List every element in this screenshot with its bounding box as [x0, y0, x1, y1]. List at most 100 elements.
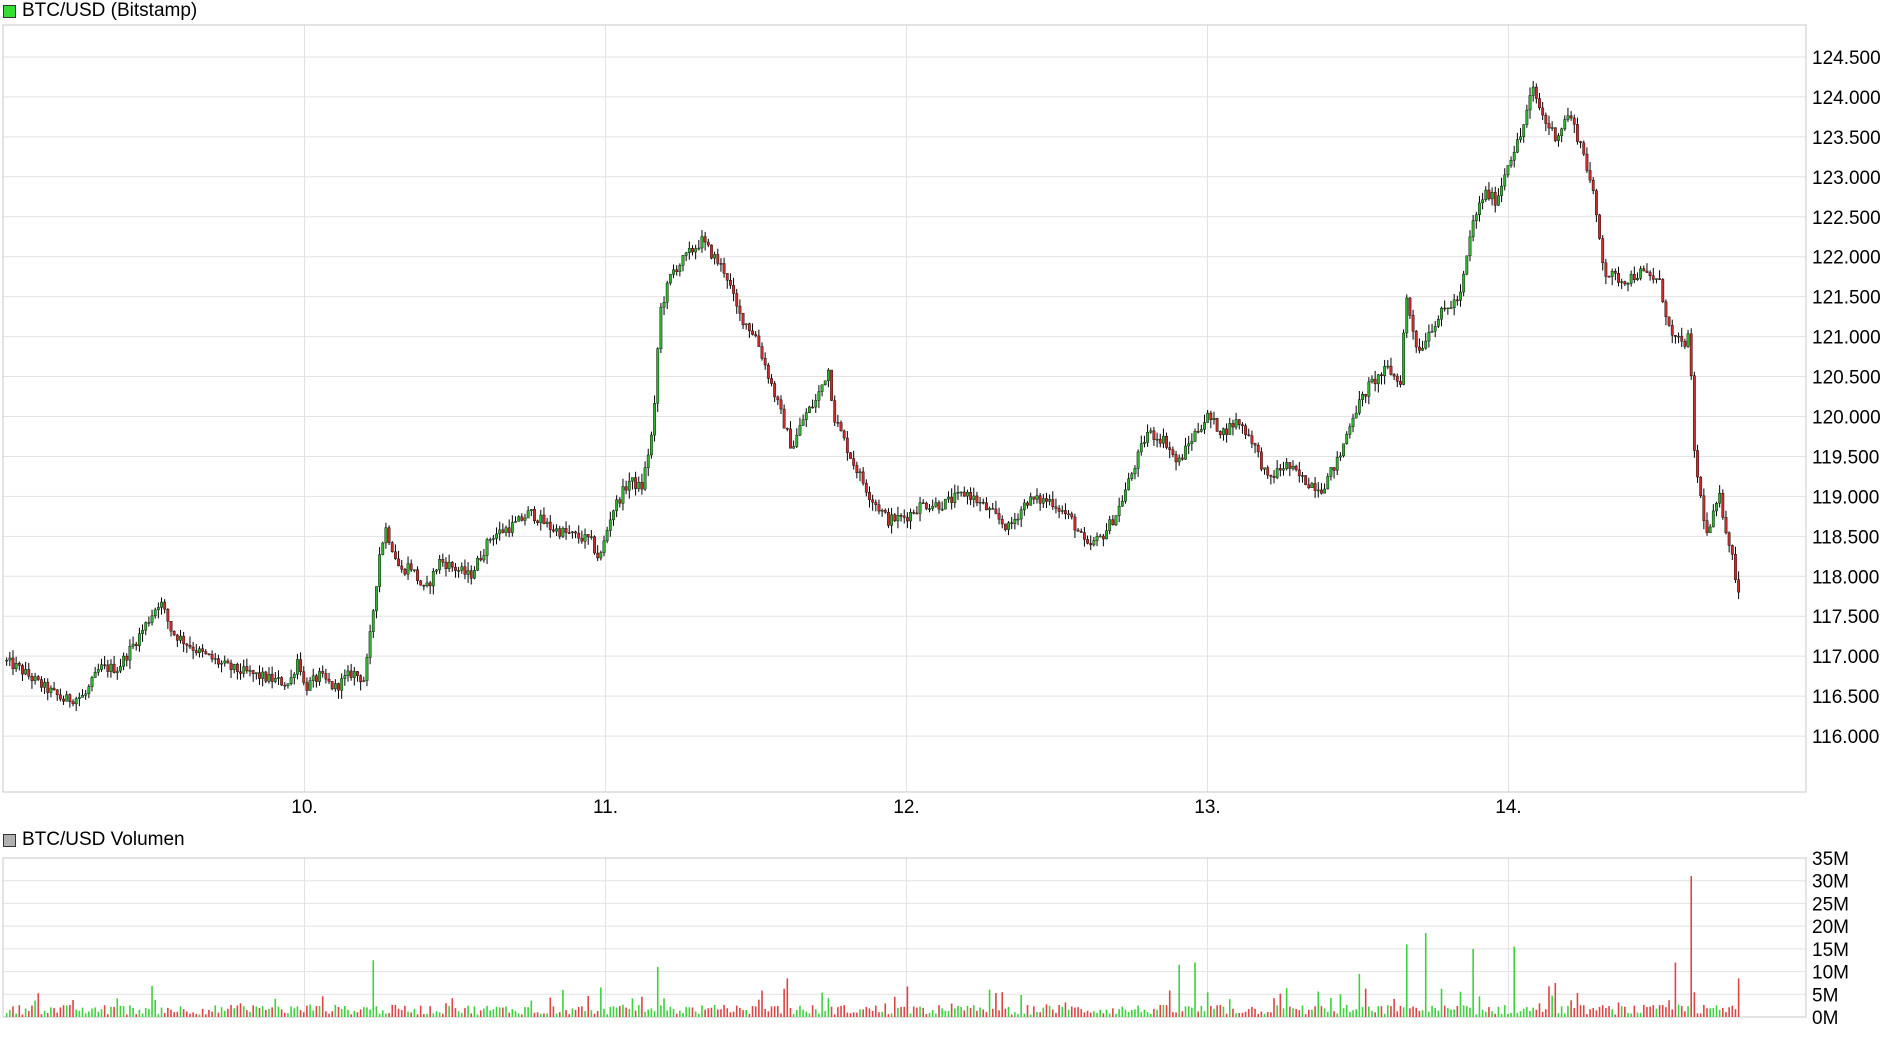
candle-body: [1149, 430, 1153, 433]
candle-body: [1263, 467, 1266, 470]
candle-body: [134, 643, 138, 647]
candle-body: [1237, 419, 1241, 425]
candle-body: [1108, 519, 1112, 531]
candle-body: [1683, 341, 1687, 347]
candle-body: [1620, 281, 1624, 283]
candle-body: [1285, 462, 1289, 469]
candle-body: [264, 671, 268, 682]
candle-body: [1708, 526, 1712, 533]
candle-body: [469, 570, 473, 579]
candle-body: [311, 675, 315, 681]
candle-body: [1228, 423, 1232, 435]
candle-body: [1503, 174, 1507, 187]
candle-body: [1338, 455, 1342, 458]
candle-body: [1566, 115, 1570, 120]
candle-body: [1373, 378, 1377, 385]
candle-body: [1073, 516, 1077, 531]
candle-body: [1468, 236, 1472, 256]
candle-body: [937, 502, 941, 510]
candle-body: [185, 643, 189, 646]
candle-body: [352, 671, 356, 678]
candle-body: [223, 660, 227, 664]
candle-body: [548, 521, 552, 530]
candle-body: [147, 622, 151, 624]
candle-body: [1026, 502, 1029, 506]
candle-body: [1152, 430, 1156, 440]
candle-body: [365, 657, 369, 681]
candle-body: [419, 580, 423, 586]
candle-body: [650, 434, 653, 456]
candle-body: [447, 562, 451, 569]
candle-body: [773, 383, 777, 398]
candle-body: [308, 680, 312, 691]
candle-body: [100, 664, 103, 670]
candle-body: [321, 671, 325, 674]
candle-body: [1098, 535, 1102, 538]
candle-body: [258, 672, 261, 679]
candle-body: [1626, 283, 1630, 285]
candle-body: [1076, 529, 1080, 532]
candle-body: [1721, 493, 1725, 518]
candle-body: [981, 501, 985, 504]
candle-body: [842, 430, 846, 439]
candle-body: [422, 585, 426, 587]
candle-body: [1636, 278, 1639, 281]
candle-body: [659, 306, 663, 349]
volume-legend-label: BTC/USD Volumen: [22, 829, 185, 850]
candle-body: [1452, 299, 1456, 309]
candle-body: [959, 491, 963, 494]
candle-body: [820, 384, 824, 392]
candle-body: [618, 499, 622, 504]
candle-body: [1632, 274, 1636, 281]
price-y-tick-label: 117.000: [1812, 647, 1879, 668]
price-y-tick-label: 117.500: [1812, 607, 1879, 628]
candle-body: [1689, 333, 1693, 376]
candle-body: [394, 551, 397, 560]
candle-body: [337, 683, 340, 691]
candle-body: [314, 675, 318, 682]
candle-body: [1395, 375, 1399, 382]
candle-body: [1294, 465, 1298, 471]
candle-body: [1651, 275, 1655, 280]
candle-body: [71, 701, 75, 705]
candle-body: [1180, 457, 1184, 460]
candle-body: [1082, 532, 1086, 540]
candle-body: [1591, 179, 1595, 191]
candle-body: [1474, 214, 1478, 221]
candle-body: [1702, 495, 1706, 521]
candle-body: [795, 434, 799, 447]
candle-body: [14, 663, 18, 670]
volume-y-tick-label: 15M: [1812, 940, 1849, 961]
price-legend-swatch: [3, 4, 16, 18]
volume-y-tick-label: 30M: [1812, 872, 1849, 893]
candle-body: [902, 515, 906, 518]
candle-body: [615, 499, 619, 512]
candle-body: [150, 615, 154, 623]
candle-body: [1206, 412, 1210, 423]
candle-body: [182, 635, 186, 645]
price-chart-legend: BTC/USD (Bitstamp): [3, 0, 197, 22]
price-y-tick-label: 124.000: [1812, 88, 1880, 109]
candle-body: [890, 514, 894, 526]
candle-body: [1035, 495, 1039, 500]
candle-body: [1158, 438, 1162, 444]
candle-body: [1655, 278, 1658, 280]
x-tick-label: 11.: [593, 797, 618, 818]
candle-body: [874, 501, 878, 505]
candle-body: [1320, 489, 1323, 494]
candle-body: [1465, 255, 1469, 275]
candle-body: [1386, 365, 1390, 368]
candle-body: [457, 570, 461, 572]
candle-body: [1610, 271, 1614, 277]
candle-body: [270, 673, 274, 682]
candle-body: [454, 566, 457, 571]
candle-body: [504, 527, 508, 533]
candle-body: [1560, 128, 1564, 136]
candle-body: [643, 467, 647, 490]
candle-body: [864, 482, 868, 493]
candle-body: [1376, 374, 1380, 385]
candle-body: [1433, 326, 1437, 332]
candle-body: [1424, 340, 1428, 349]
candle-body: [485, 539, 489, 556]
candle-body: [539, 514, 543, 523]
